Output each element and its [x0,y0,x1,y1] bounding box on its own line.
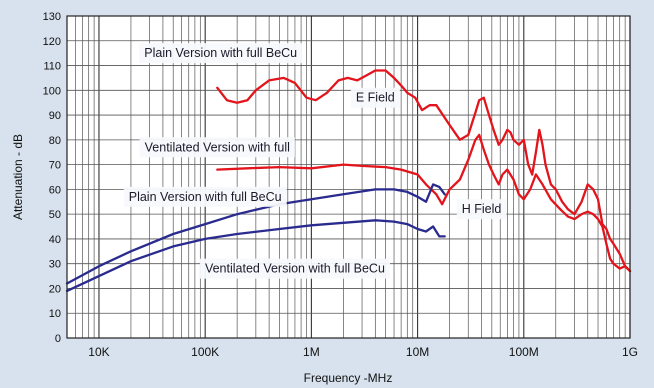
annotation-text: E Field [356,91,395,105]
annotation-box [199,258,390,279]
annotation-box [139,43,303,64]
annotation-label: Plain Version with full BeCu [123,186,287,207]
y-tick-label: 90 [49,110,61,122]
series-line-4 [65,219,446,293]
x-tick-labels: 10K 100K 1M 10M 100M 1G [88,345,638,359]
y-tick-label: 80 [49,135,61,147]
y-tick-label: 110 [43,61,61,73]
x-tick-label: 10M [406,345,429,359]
y-tick-label: 100 [43,85,61,97]
annotation-label: Plain Version with full BeCu [139,43,303,64]
y-tick-label: 40 [49,234,61,246]
annotation-layer: Plain Version with full BeCu E Field Venti… [123,43,507,279]
annotation-box [139,137,295,158]
y-tick-label: 10 [49,308,61,320]
annotation-label: E Field [350,87,400,108]
x-axis-label: Frequency -MHz [304,371,393,385]
annotation-text: Ventilated Version with full BeCu [205,262,385,276]
annotation-text: H Field [462,202,502,216]
y-tick-label: 120 [43,36,61,48]
y-tick-label: 60 [49,184,61,196]
annotation-box [123,186,287,207]
x-tick-label: 1G [622,345,638,359]
y-tick-label: 50 [49,209,61,221]
x-tick-label: 100K [191,345,219,359]
y-tick-labels: 0 10 20 30 40 50 60 70 80 90 100 110 120 130 [43,11,61,345]
series-line-3 [65,183,446,285]
annotation-text: Ventilated Version with full [145,140,290,154]
x-tick-label: 10K [88,345,109,359]
y-tick-label: 0 [55,333,61,345]
annotation-label: Ventilated Version with full [139,137,295,158]
annotation-label: Ventilated Version with full BeCu [199,258,390,279]
y-tick-label: 30 [49,259,61,271]
annotation-text: Plain Version with full BeCu [144,46,297,60]
series-line-1 [216,69,632,273]
series-line-2 [216,133,632,273]
x-tick-label: 1M [303,345,320,359]
y-tick-label: 70 [49,160,61,172]
annotation-text: Plain Version with full BeCu [129,190,282,204]
plot-frame [66,15,631,339]
y-tick-label: 130 [43,11,61,23]
series-layer [65,69,632,293]
plot-background [67,16,630,338]
x-tick-label: 100M [509,345,539,359]
annotation-label: H Field [456,199,507,220]
y-tick-label: 20 [49,283,61,295]
annotation-box [350,87,400,108]
annotation-box [456,199,507,220]
y-axis-label: Attenuation - dB [11,134,25,220]
